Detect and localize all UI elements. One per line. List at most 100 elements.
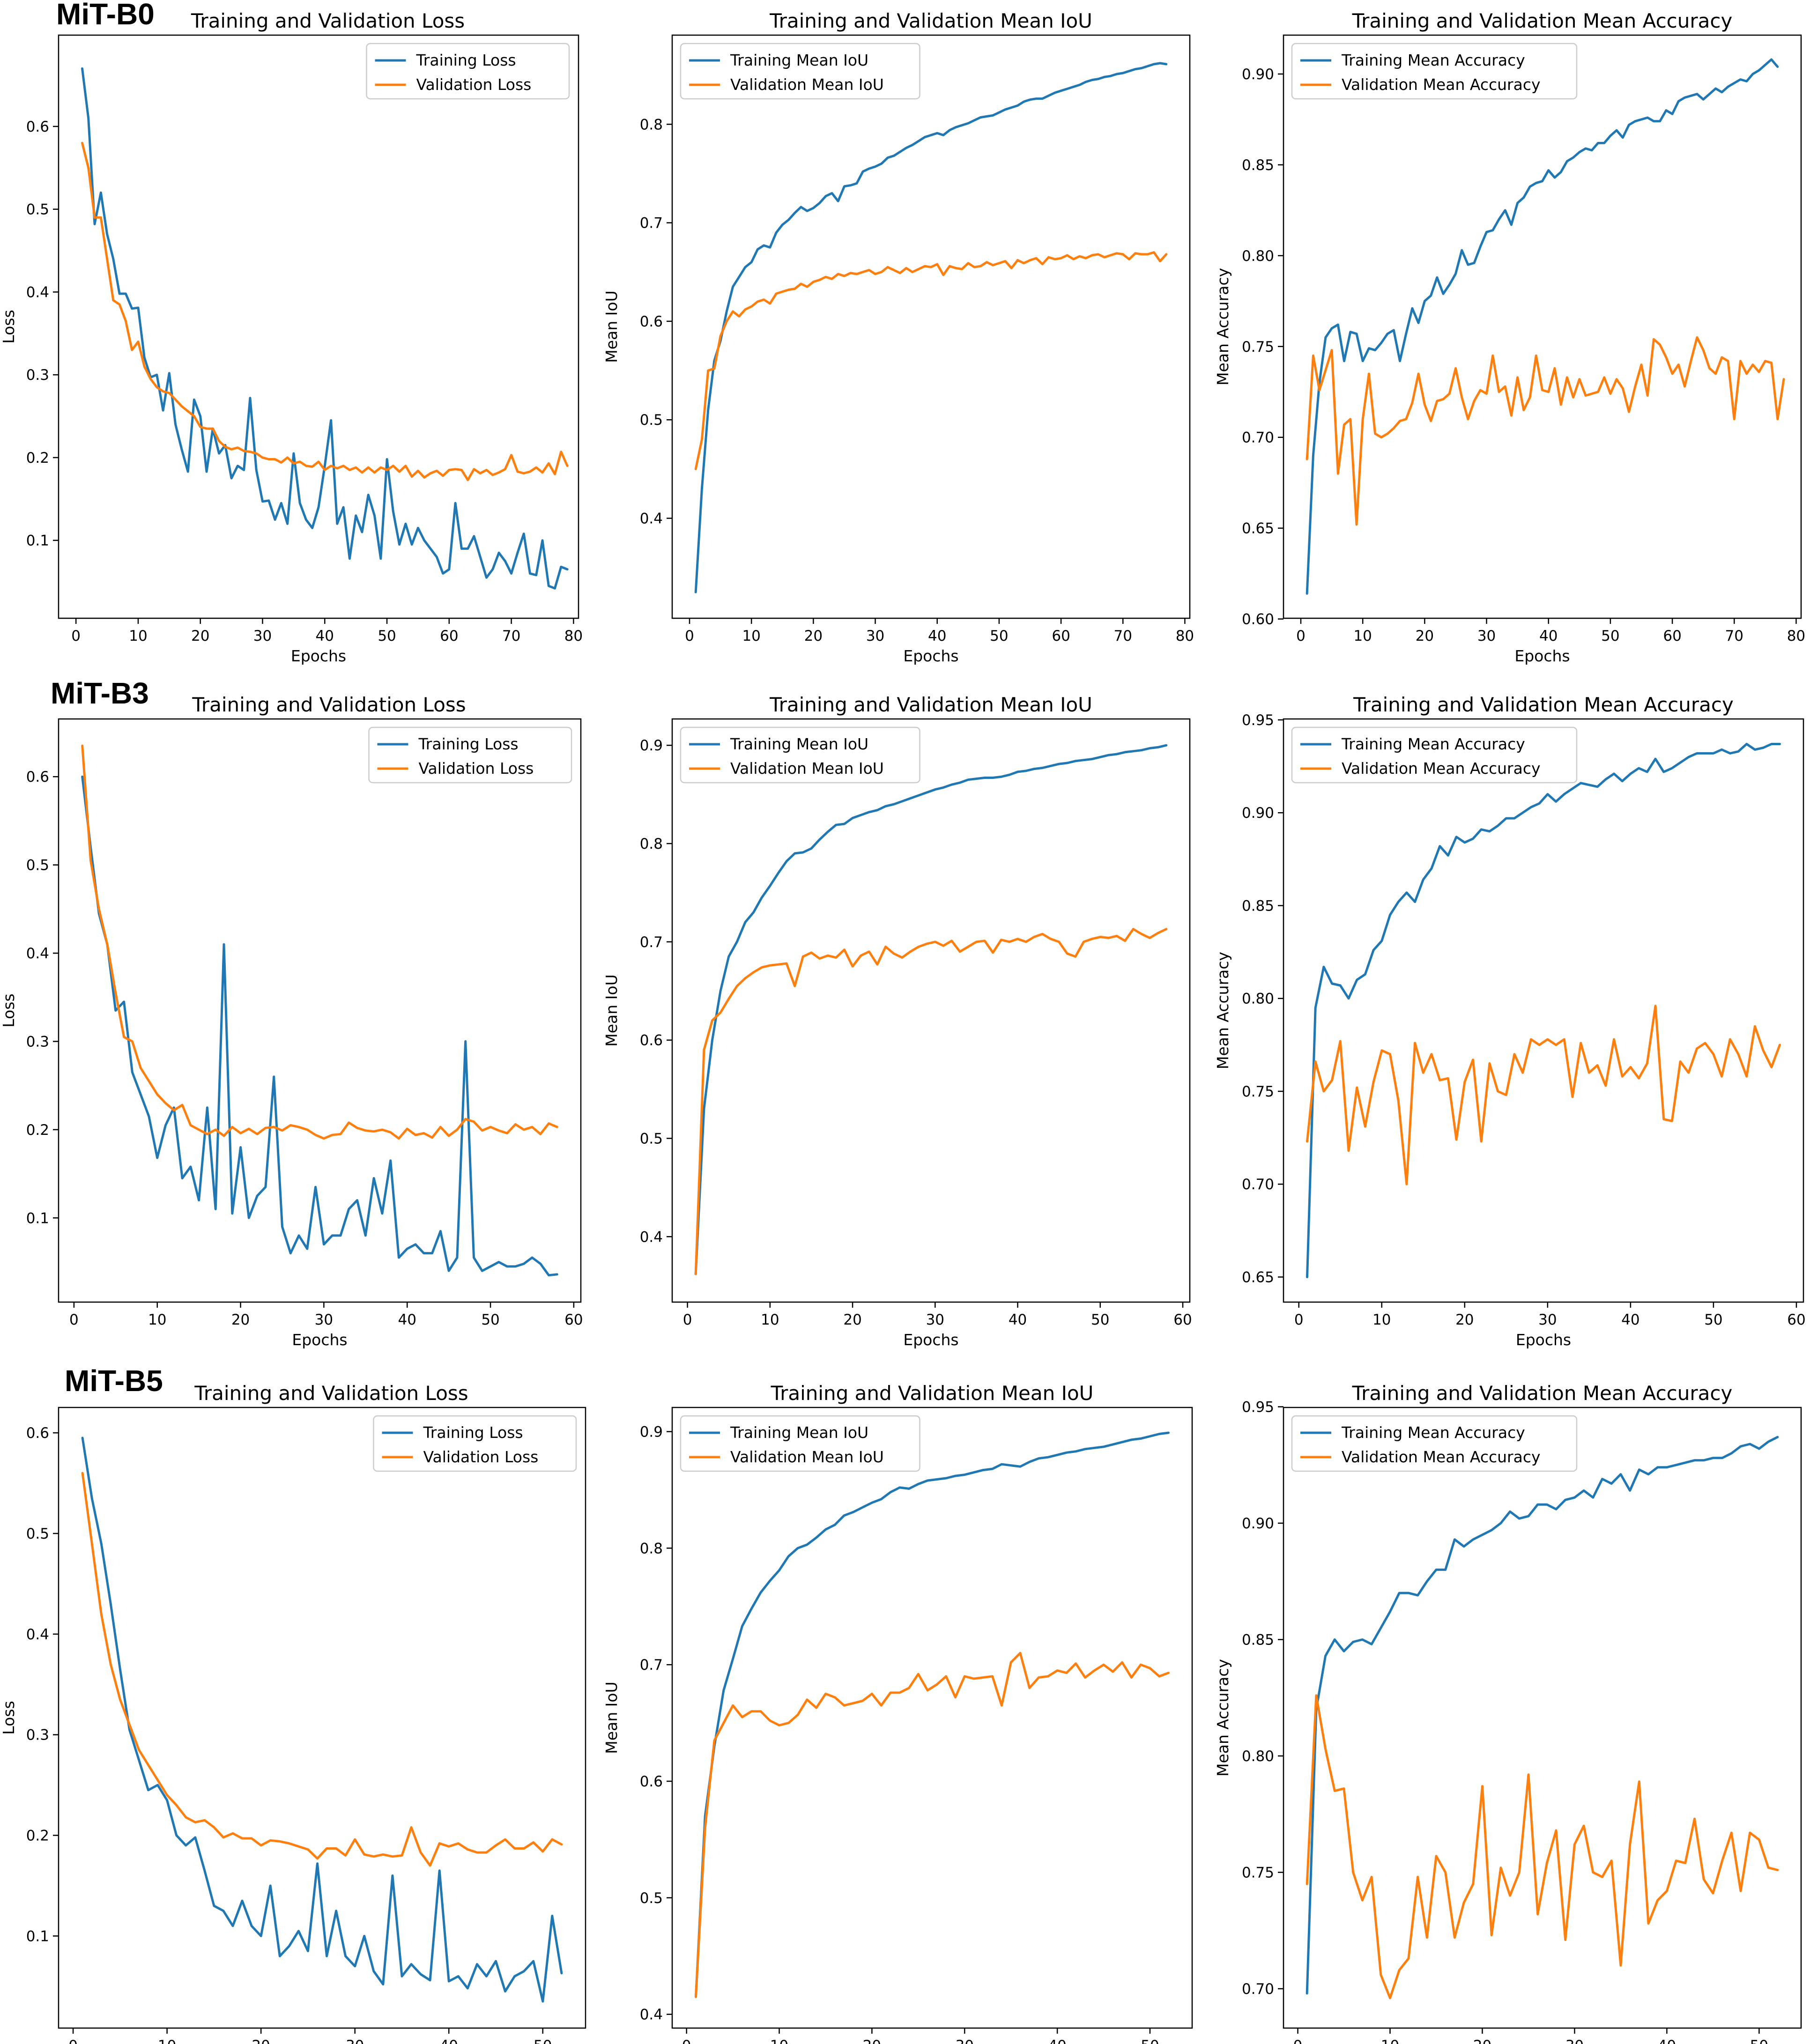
y-axis-label: Loss bbox=[0, 310, 18, 343]
x-tick-label: 70 bbox=[1114, 628, 1132, 644]
series-line-validation-loss bbox=[81, 744, 558, 1140]
series-line-validation-mean-iou bbox=[694, 928, 1168, 1275]
series-line-validation-mean-accuracy bbox=[1306, 1694, 1779, 2000]
axes-frame bbox=[1283, 718, 1804, 1303]
legend-entry-training-mean-iou: Training Mean IoU bbox=[730, 51, 868, 69]
series-line-validation-loss bbox=[81, 1472, 563, 1867]
legend-entry-training-mean-accuracy: Training Mean Accuracy bbox=[1341, 1423, 1525, 1442]
x-tick-label: 20 bbox=[252, 2037, 270, 2044]
y-tick-label: 0.7 bbox=[640, 934, 663, 951]
y-tick-label: 0.6 bbox=[26, 769, 49, 785]
legend-box bbox=[680, 1415, 920, 1472]
legend-entry-validation-mean-accuracy: Validation Mean Accuracy bbox=[1342, 75, 1541, 94]
y-tick-label: 0.8 bbox=[640, 1540, 663, 1557]
x-tick-label: 60 bbox=[564, 1311, 583, 1328]
y-tick-label: 0.90 bbox=[1242, 805, 1274, 822]
y-tick-label: 0.80 bbox=[1242, 991, 1274, 1007]
y-tick-label: 0.4 bbox=[26, 945, 49, 962]
y-tick-label: 0.1 bbox=[26, 533, 49, 549]
y-tick-label: 0.80 bbox=[1242, 1748, 1274, 1765]
y-tick-label: 0.4 bbox=[640, 2007, 663, 2023]
row-mit-b5: MiT-B5 Training and Validation Loss 0 10 20… bbox=[0, 1364, 1802, 2044]
chart-accuracy-mit-b0: Training and Validation Mean Accuracy 0 10… bbox=[1214, 9, 1805, 665]
series-line-training-mean-accuracy bbox=[1306, 1436, 1779, 1995]
x-tick-label: 40 bbox=[1621, 1311, 1639, 1328]
y-tick-label: 0.2 bbox=[26, 1828, 49, 1844]
x-tick-label: 10 bbox=[742, 628, 760, 644]
x-tick-label: 40 bbox=[316, 628, 334, 644]
y-tick-label: 0.75 bbox=[1242, 339, 1274, 355]
y-tick-label: 0.80 bbox=[1242, 248, 1274, 265]
y-tick-label: 0.85 bbox=[1242, 1632, 1274, 1649]
y-tick-label: 0.1 bbox=[26, 1928, 49, 1945]
chart-loss-mit-b5: Training and Validation Loss 0 10 20 30 40 50 0… bbox=[0, 1382, 586, 2044]
legend-box bbox=[368, 726, 572, 784]
x-tick-label: 20 bbox=[1455, 1311, 1474, 1328]
chart-title: Training and Validation Loss bbox=[194, 1382, 468, 1405]
x-tick-label: 40 bbox=[439, 2037, 458, 2044]
y-tick-label: 0.85 bbox=[1242, 157, 1274, 174]
x-tick-label: 30 bbox=[1477, 628, 1496, 644]
legend-box bbox=[1291, 1415, 1578, 1472]
x-tick-label: 50 bbox=[1704, 1311, 1722, 1328]
legend-entry-validation-loss: Validation Loss bbox=[419, 759, 534, 778]
x-tick-label: 80 bbox=[564, 628, 583, 644]
y-axis-label: Mean Accuracy bbox=[1214, 1659, 1232, 1777]
x-tick-label: 40 bbox=[928, 628, 946, 644]
x-tick-label: 60 bbox=[440, 628, 458, 644]
axes-frame bbox=[58, 718, 582, 1303]
y-axis-label: Loss bbox=[0, 1701, 18, 1734]
axes-frame bbox=[58, 1407, 586, 2029]
y-tick-label: 0.70 bbox=[1242, 1176, 1274, 1193]
legend-entry-training-mean-accuracy: Training Mean Accuracy bbox=[1341, 51, 1525, 69]
x-tick-label: 20 bbox=[1416, 628, 1434, 644]
x-tick-label: 20 bbox=[863, 2037, 881, 2044]
legend-box bbox=[1291, 726, 1578, 784]
x-tick-label: 30 bbox=[926, 1311, 944, 1328]
y-tick-label: 0.8 bbox=[640, 836, 663, 852]
y-tick-label: 0.6 bbox=[640, 1032, 663, 1049]
series-line-validation-mean-iou bbox=[694, 251, 1168, 470]
x-tick-label: 0 bbox=[1293, 2037, 1303, 2044]
chart-title: Training and Validation Loss bbox=[191, 9, 465, 32]
axes-frame bbox=[671, 1407, 1193, 2029]
y-tick-label: 0.65 bbox=[1242, 520, 1274, 537]
y-tick-label: 0.6 bbox=[640, 313, 663, 330]
legend-entry-validation-mean-iou: Validation Mean IoU bbox=[730, 75, 884, 94]
chart-title: Training and Validation Loss bbox=[192, 693, 466, 716]
x-tick-label: 30 bbox=[346, 2037, 364, 2044]
legend-box bbox=[1291, 43, 1578, 100]
y-tick-label: 0.3 bbox=[26, 367, 49, 384]
x-axis-label: Epochs bbox=[1514, 647, 1570, 665]
x-tick-label: 50 bbox=[534, 2037, 552, 2044]
legend-entry-validation-loss: Validation Loss bbox=[416, 75, 532, 94]
x-tick-label: 40 bbox=[1539, 628, 1558, 644]
axes-frame bbox=[58, 34, 579, 619]
series-line-validation-loss bbox=[81, 141, 569, 481]
x-tick-label: 40 bbox=[1009, 1311, 1027, 1328]
y-tick-label: 0.5 bbox=[26, 1526, 49, 1542]
x-tick-label: 10 bbox=[1372, 1311, 1391, 1328]
x-tick-label: 30 bbox=[315, 1311, 333, 1328]
x-tick-label: 60 bbox=[1787, 1311, 1805, 1328]
y-tick-label: 0.60 bbox=[1242, 611, 1274, 628]
x-tick-label: 0 bbox=[683, 1311, 692, 1328]
chart-accuracy-mit-b5: Training and Validation Mean Accuracy 0 10… bbox=[1214, 1382, 1802, 2044]
y-tick-label: 0.7 bbox=[640, 1657, 663, 1674]
y-axis-label: Mean Accuracy bbox=[1214, 268, 1232, 385]
x-tick-label: 10 bbox=[770, 2037, 788, 2044]
chart-title: Training and Validation Mean Accuracy bbox=[1352, 9, 1733, 32]
x-tick-label: 60 bbox=[1052, 628, 1070, 644]
legend-entry-validation-mean-iou: Validation Mean IoU bbox=[730, 759, 884, 778]
series-line-validation-mean-accuracy bbox=[1306, 1005, 1781, 1185]
x-tick-label: 0 bbox=[1294, 1311, 1304, 1328]
legend-entry-training-loss: Training Loss bbox=[418, 735, 519, 753]
y-axis-label: Loss bbox=[0, 993, 18, 1027]
x-tick-label: 0 bbox=[68, 2037, 78, 2044]
x-axis-label: Epochs bbox=[291, 647, 346, 665]
row-mit-b0: MiT-B0 Training and Validation Loss 0 10 20… bbox=[0, 0, 1805, 665]
row-mit-b3: MiT-B3 Training and Validation Loss 0 10 20… bbox=[0, 676, 1806, 1349]
model-label-mit-b5: MiT-B5 bbox=[65, 1364, 163, 1398]
x-tick-label: 40 bbox=[1658, 2037, 1676, 2044]
x-tick-label: 30 bbox=[253, 628, 272, 644]
